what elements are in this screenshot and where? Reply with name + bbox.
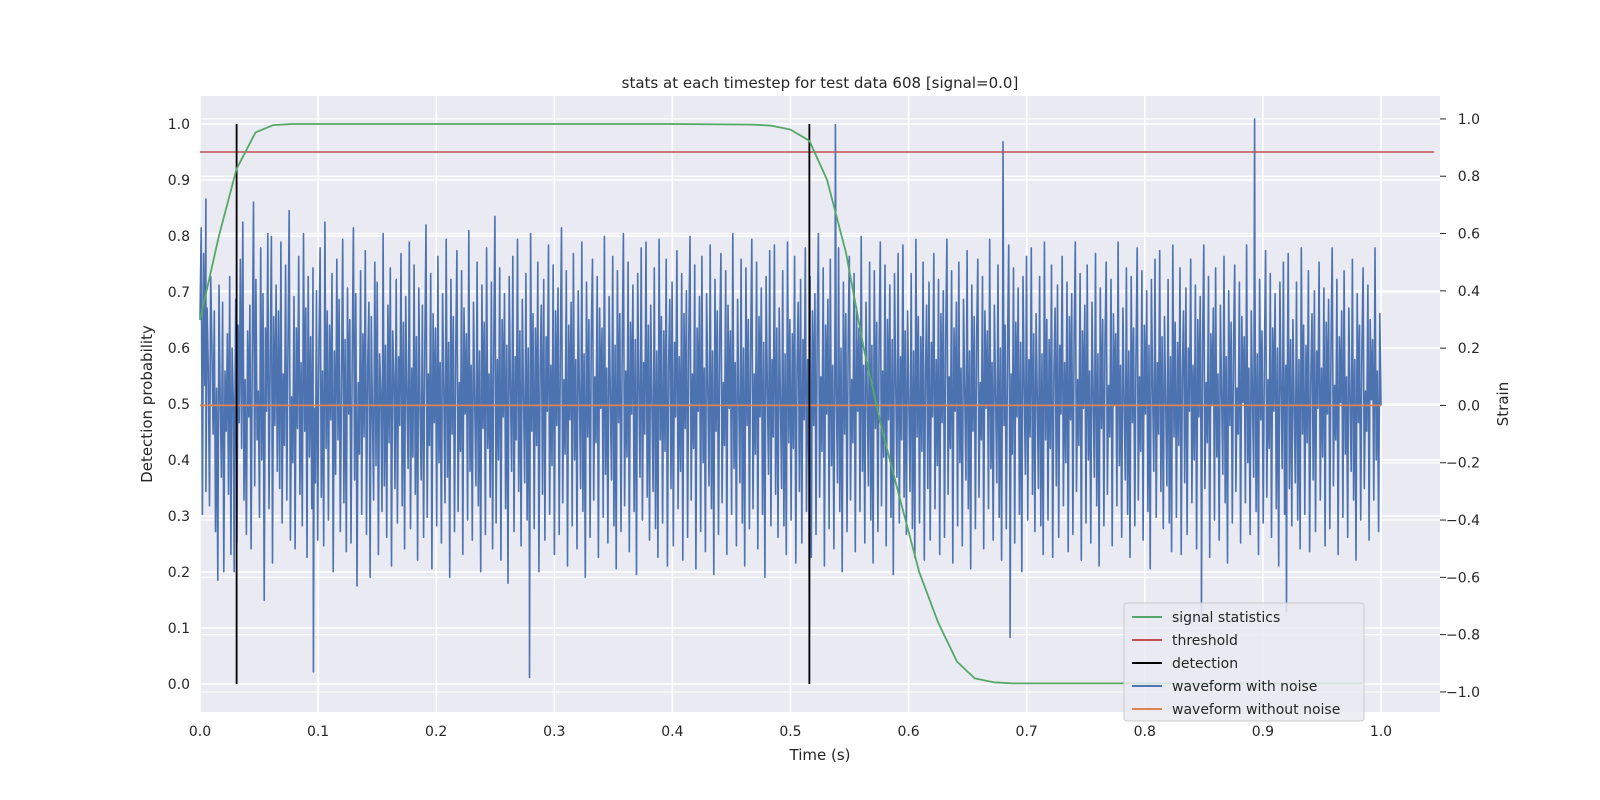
x-tick-label: 0.3 <box>543 724 565 740</box>
axis-layer: 0.0 0.1 0.2 0.3 0.4 0.5 0.6 0.7 0.8 0.9 1.0 0.0 0.1 0… <box>168 112 1480 740</box>
y-right-tick-label: −0.2 <box>1446 456 1480 472</box>
x-tick-label: 0.8 <box>1134 724 1156 740</box>
series-signal-statistics <box>199 123 1363 685</box>
y-tick-label: 0.9 <box>168 173 190 189</box>
y-tick-label: 0.1 <box>168 621 190 637</box>
y-tick-label: 0.7 <box>168 285 190 301</box>
x-tick-label: 0.0 <box>189 724 211 740</box>
y-axis-label-right: Strain <box>1494 382 1512 426</box>
x-tick-label: 1.0 <box>1370 724 1392 740</box>
y-tick-label: 0.3 <box>168 509 190 525</box>
legend-label-signal-statistics: signal statistics <box>1172 610 1280 626</box>
y-right-tick-label: −1.0 <box>1446 685 1480 701</box>
x-tick-label: 0.5 <box>779 724 801 740</box>
series-layer <box>199 118 1435 685</box>
y-right-tick-label: 0.0 <box>1458 398 1480 414</box>
y-tick-label: 0.5 <box>168 397 190 413</box>
y-right-tick-label: 0.4 <box>1458 284 1480 300</box>
legend-label-waveform-with-noise: waveform with noise <box>1172 679 1317 695</box>
legend-label-waveform-without-noise: waveform without noise <box>1172 702 1340 718</box>
y-right-tick-label: −0.4 <box>1446 513 1480 529</box>
y-tick-label: 0.2 <box>168 565 190 581</box>
y-right-tick-label: 0.8 <box>1458 169 1480 185</box>
x-tick-label: 0.2 <box>425 724 447 740</box>
y-right-tick-label: 0.2 <box>1458 341 1480 357</box>
legend-label-threshold: threshold <box>1172 633 1238 649</box>
y-right-tick-label: 0.6 <box>1458 227 1480 243</box>
x-axis-label: Time (s) <box>789 746 851 764</box>
y-tick-label: 1.0 <box>168 117 190 133</box>
legend: signal statistics threshold detection wa… <box>1123 602 1365 722</box>
y-tick-label: 0.0 <box>168 677 190 693</box>
y-tick-label: 0.4 <box>168 453 190 469</box>
y-right-tick-label: −0.8 <box>1446 628 1480 644</box>
x-tick-label: 0.9 <box>1252 724 1274 740</box>
y-right-tick-label: 1.0 <box>1458 112 1480 128</box>
x-tick-label: 0.7 <box>1016 724 1038 740</box>
y-axis-label: Detection probability <box>138 325 156 483</box>
series-waveform-with-noise <box>199 118 1382 679</box>
x-tick-label: 0.6 <box>897 724 919 740</box>
legend-label-detection: detection <box>1172 656 1238 672</box>
x-tick-label: 0.1 <box>307 724 329 740</box>
y-tick-label: 0.8 <box>168 229 190 245</box>
legend-frame <box>1123 602 1365 722</box>
y-tick-label: 0.6 <box>168 341 190 357</box>
x-tick-label: 0.4 <box>661 724 683 740</box>
y-right-tick-label: −0.6 <box>1446 570 1480 586</box>
chart-title: stats at each timestep for test data 608… <box>622 74 1019 92</box>
